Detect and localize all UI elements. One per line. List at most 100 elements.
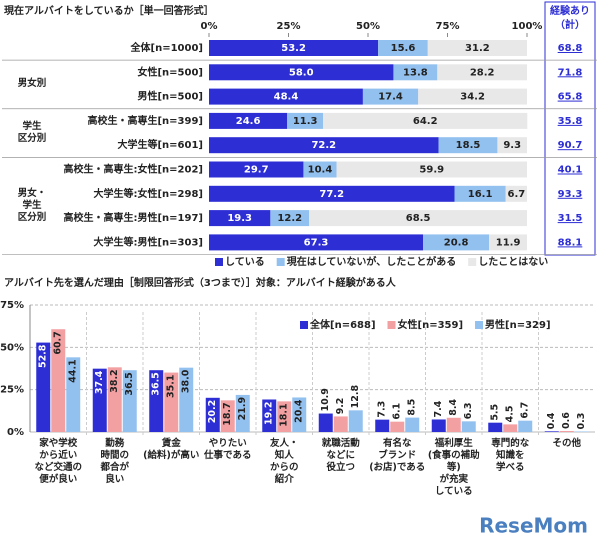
bar-segment <box>489 234 527 251</box>
total-value: 31.5 <box>558 213 583 224</box>
bar-segment <box>418 88 527 105</box>
x-tick-label: 福利厚生 (食事の補助等) が充実 している <box>427 438 480 497</box>
total-value: 35.8 <box>558 116 583 127</box>
x-tick-label: 0% <box>201 21 218 32</box>
bar-segment <box>427 40 527 56</box>
bar <box>205 397 220 432</box>
bar <box>461 421 476 432</box>
bar <box>262 399 277 432</box>
bar <box>318 413 333 432</box>
value-label: 24.6 <box>236 116 261 127</box>
value-label: 11.9 <box>496 237 521 248</box>
bar-segment <box>209 210 271 227</box>
bar <box>375 419 390 432</box>
total-value: 40.1 <box>558 165 583 176</box>
legend-swatch <box>387 321 396 329</box>
x-tick-label: 家や学校 から近い など交通の 便が良い <box>34 438 82 485</box>
bar-segment <box>309 210 527 227</box>
value-label: 8.4 <box>448 399 459 416</box>
bar <box>66 357 81 432</box>
value-label: 16.1 <box>468 189 493 200</box>
bar-segment <box>209 40 379 56</box>
bar <box>390 421 405 432</box>
x-tick-label: 賃金 (給料)が高い <box>143 438 200 461</box>
bar <box>149 370 164 432</box>
watermark: ReseMom <box>479 514 588 538</box>
value-label: 72.2 <box>311 140 336 151</box>
bar-segment <box>209 137 439 154</box>
y-tick-label: 25% <box>0 385 24 396</box>
value-label: 6.7 <box>520 402 531 419</box>
bar <box>544 431 559 432</box>
bar <box>574 431 589 432</box>
legend-label: 女性[n=359] <box>398 318 464 331</box>
row-label: 高校生・高専生:男性[n=197] <box>63 211 203 224</box>
x-tick-label: 友人・ 知人 からの 紹介 <box>269 438 299 485</box>
bar <box>277 401 292 432</box>
bar-segment <box>209 88 363 105</box>
value-label: 18.7 <box>222 402 233 425</box>
total-value: 71.8 <box>558 67 583 78</box>
bar-segment <box>270 210 310 227</box>
bar-segment <box>505 185 527 202</box>
group-label: 男女別 <box>17 78 47 90</box>
row-label: 男性[n=500] <box>137 90 203 103</box>
value-label: 18.1 <box>279 403 290 426</box>
value-label: 7.3 <box>377 401 388 418</box>
x-tick-label: 25% <box>277 21 301 32</box>
bar <box>235 394 250 432</box>
bar <box>51 329 66 432</box>
value-label: 20.4 <box>294 399 305 423</box>
group-label: 学生 区分別 <box>17 121 47 145</box>
value-label: 36.5 <box>124 372 135 395</box>
x-tick-label: やりたい 仕事である <box>204 438 252 461</box>
value-label: 10.4 <box>308 165 333 176</box>
bar <box>122 370 137 432</box>
bar-segment <box>378 40 428 56</box>
bar-segment <box>303 161 337 178</box>
row-label: 全体[n=1000] <box>130 41 203 54</box>
legend-label: 全体[n=688] <box>309 318 376 331</box>
value-label: 12.2 <box>277 213 302 224</box>
value-label: 11.3 <box>293 116 318 127</box>
bar <box>333 416 348 432</box>
value-label: 4.5 <box>505 406 516 423</box>
legend-label: 男性[n=329] <box>485 318 551 331</box>
value-label: 0.6 <box>561 412 572 429</box>
value-label: 7.4 <box>433 400 444 417</box>
legend-swatch <box>276 258 285 266</box>
total-value: 90.7 <box>558 140 583 151</box>
value-label: 13.8 <box>403 67 428 78</box>
legend-swatch <box>468 258 477 266</box>
value-label: 77.2 <box>319 189 344 200</box>
total-value: 93.3 <box>558 189 583 200</box>
bar-segment <box>323 112 528 129</box>
value-label: 15.6 <box>391 43 416 54</box>
totals-title: 経験あり <box>550 4 590 17</box>
value-label: 34.2 <box>460 92 485 103</box>
value-label: 68.5 <box>406 213 431 224</box>
x-tick-label: その他 <box>552 438 581 449</box>
value-label: 53.2 <box>281 43 306 54</box>
value-label: 36.5 <box>151 372 162 395</box>
value-label: 67.3 <box>304 237 329 248</box>
row-label: 大学生等:女性[n=298] <box>93 187 203 200</box>
bar-segment <box>423 234 490 251</box>
value-label: 21.9 <box>237 397 248 420</box>
value-label: 0.3 <box>576 413 587 430</box>
legend-swatch <box>475 321 484 329</box>
value-label: 37.4 <box>94 370 105 394</box>
bar-segment <box>209 64 394 81</box>
value-label: 31.2 <box>465 43 490 54</box>
value-label: 44.1 <box>68 359 79 382</box>
bar-segment <box>209 234 424 251</box>
bar <box>220 400 235 432</box>
value-label: 20.2 <box>207 400 218 423</box>
value-label: 6.1 <box>392 403 403 420</box>
y-tick-label: 75% <box>0 300 24 311</box>
value-label: 18.5 <box>456 140 481 151</box>
legend-swatch <box>300 321 308 329</box>
bar-segment <box>393 64 438 81</box>
bar <box>431 419 446 432</box>
